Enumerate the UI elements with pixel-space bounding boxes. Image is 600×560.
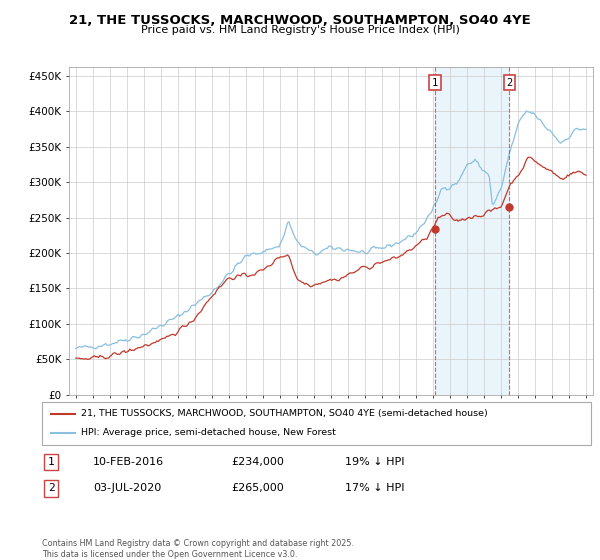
Text: 2: 2 bbox=[506, 78, 512, 88]
Text: 2: 2 bbox=[47, 483, 55, 493]
Text: 21, THE TUSSOCKS, MARCHWOOD, SOUTHAMPTON, SO40 4YE (semi-detached house): 21, THE TUSSOCKS, MARCHWOOD, SOUTHAMPTON… bbox=[81, 409, 488, 418]
Text: £265,000: £265,000 bbox=[231, 483, 284, 493]
Text: 21, THE TUSSOCKS, MARCHWOOD, SOUTHAMPTON, SO40 4YE: 21, THE TUSSOCKS, MARCHWOOD, SOUTHAMPTON… bbox=[69, 14, 531, 27]
Text: 17% ↓ HPI: 17% ↓ HPI bbox=[345, 483, 404, 493]
Text: HPI: Average price, semi-detached house, New Forest: HPI: Average price, semi-detached house,… bbox=[81, 428, 336, 437]
Text: 03-JUL-2020: 03-JUL-2020 bbox=[93, 483, 161, 493]
Text: £234,000: £234,000 bbox=[231, 457, 284, 467]
Text: 10-FEB-2016: 10-FEB-2016 bbox=[93, 457, 164, 467]
Bar bbox=[435, 67, 509, 395]
Text: 19% ↓ HPI: 19% ↓ HPI bbox=[345, 457, 404, 467]
Text: 1: 1 bbox=[47, 457, 55, 467]
Text: Price paid vs. HM Land Registry's House Price Index (HPI): Price paid vs. HM Land Registry's House … bbox=[140, 25, 460, 35]
Text: 1: 1 bbox=[432, 78, 438, 88]
Text: Contains HM Land Registry data © Crown copyright and database right 2025.
This d: Contains HM Land Registry data © Crown c… bbox=[42, 539, 354, 559]
